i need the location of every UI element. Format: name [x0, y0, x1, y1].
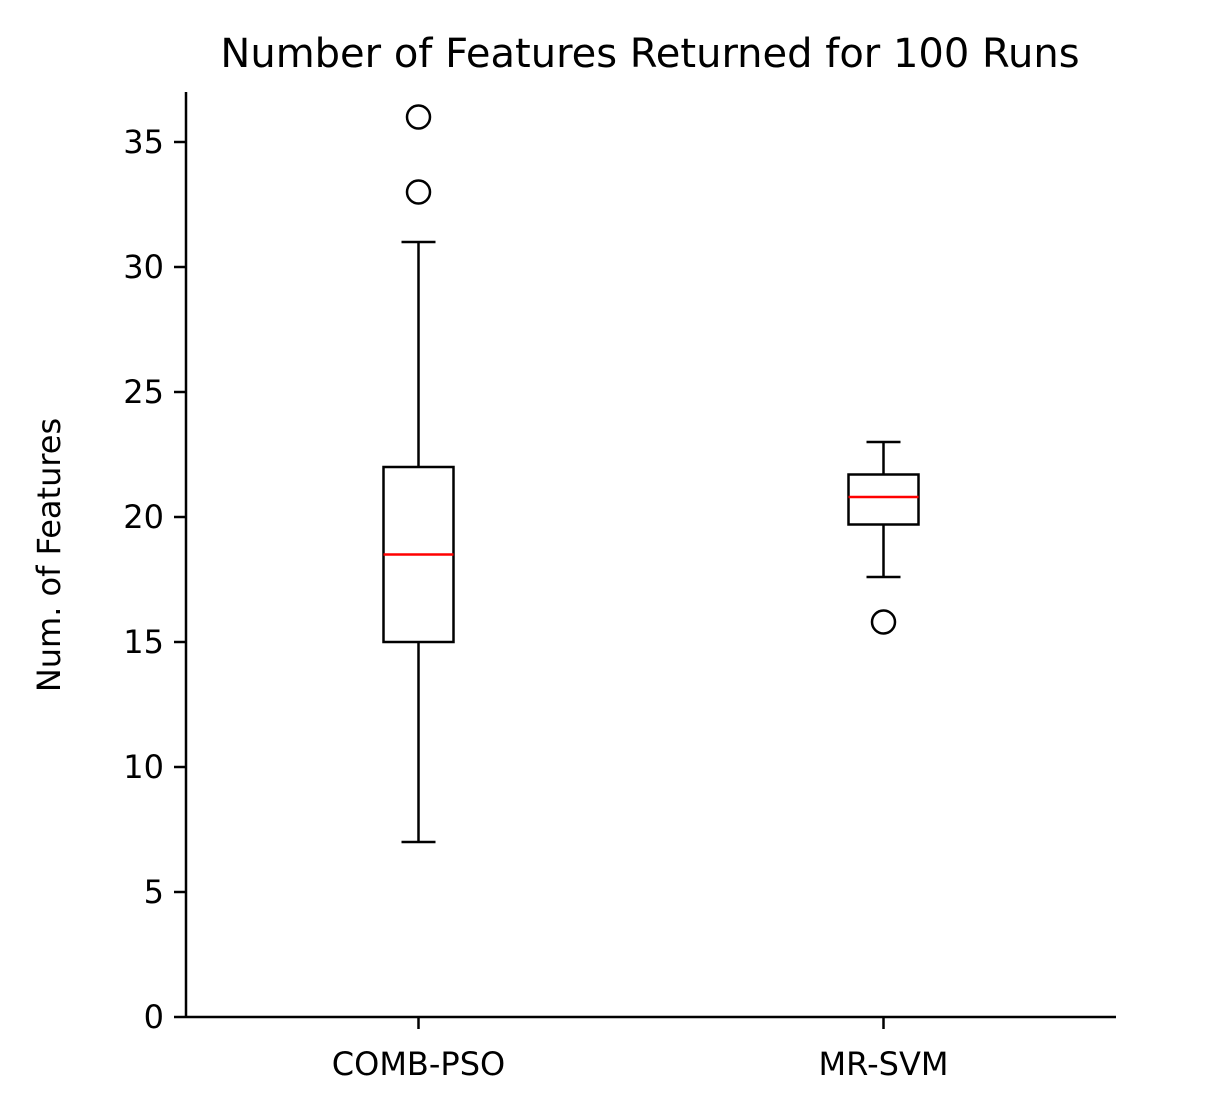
y-tick-label: 35	[123, 123, 164, 161]
y-tick-label: 20	[123, 498, 164, 536]
boxes	[382, 104, 920, 844]
y-tick-label: 30	[123, 248, 164, 286]
box-mr-svm	[847, 440, 920, 635]
y-axis-label: Num. of Features	[30, 418, 68, 692]
x-tick-label: MR-SVM	[819, 1045, 949, 1083]
outlier-point	[405, 104, 432, 130]
y-ticks: 0 5 10 15 20 25 30 35	[123, 123, 186, 1036]
x-ticks: COMB-PSO MR-SVM	[332, 1017, 949, 1083]
y-tick-label: 10	[123, 748, 164, 786]
x-tick-label: COMB-PSO	[332, 1045, 505, 1083]
box-comb-pso	[382, 104, 455, 844]
chart-title: Number of Features Returned for 100 Runs	[220, 31, 1079, 77]
y-tick-label: 25	[123, 373, 164, 411]
outlier-point	[870, 609, 897, 635]
y-tick-label: 15	[123, 623, 164, 661]
y-tick-label: 0	[144, 998, 164, 1036]
y-tick-label: 5	[144, 873, 164, 911]
iqr-box	[847, 473, 920, 526]
outlier-point	[405, 179, 432, 205]
